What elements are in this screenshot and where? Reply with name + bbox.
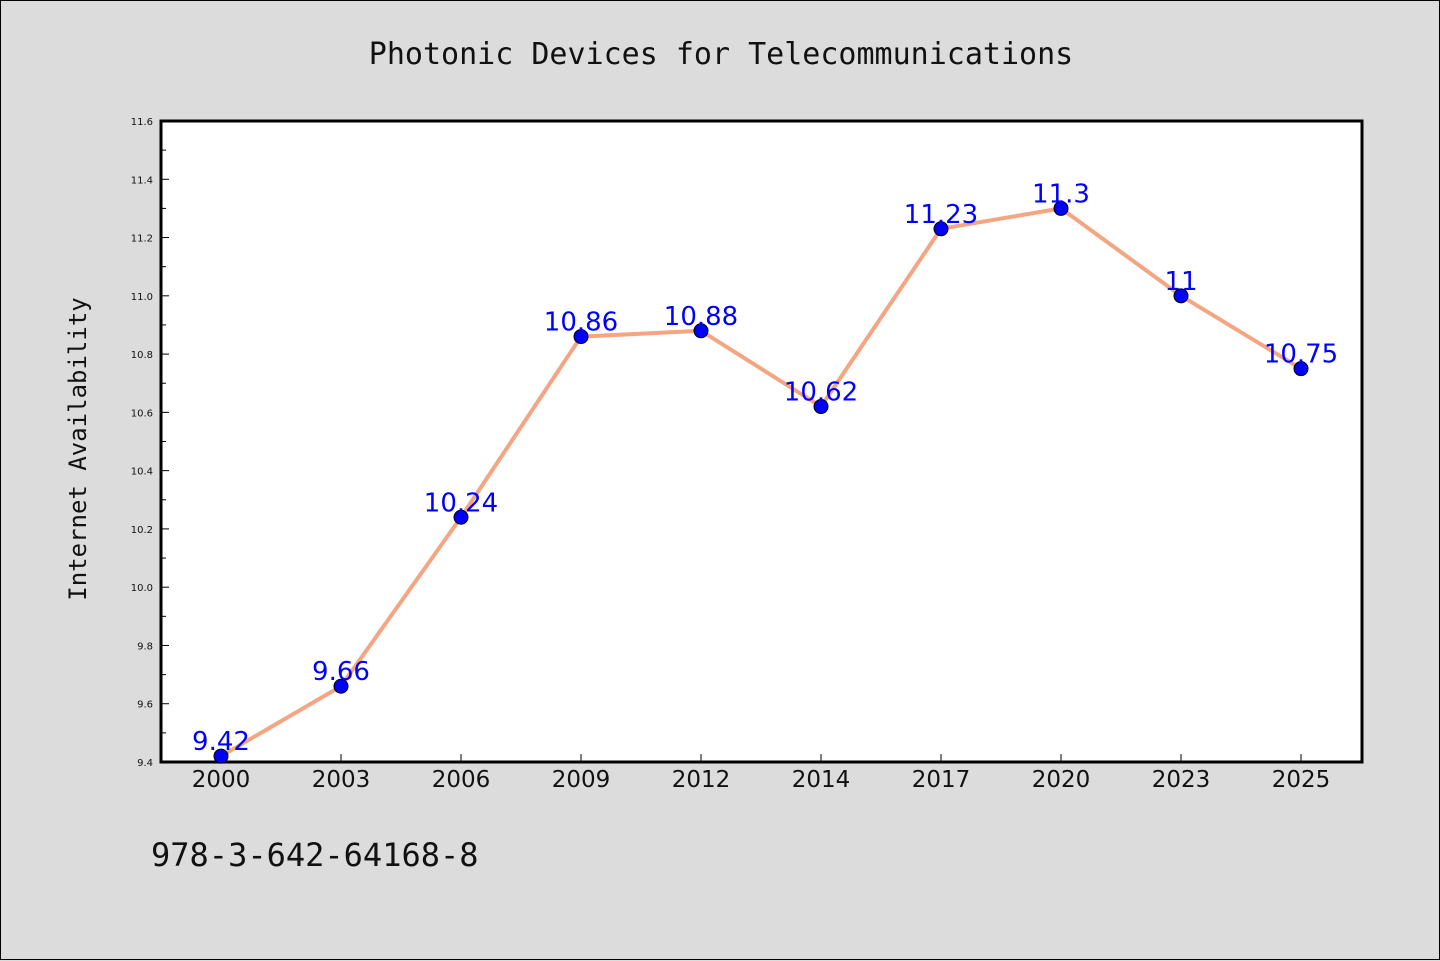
series-line [219,206,1303,759]
data-label: 10.88 [664,302,738,332]
chart-title: Photonic Devices for Telecommunications [369,37,1073,72]
y-tick-label: 11.2 [131,234,153,245]
data-point [1053,200,1069,216]
y-tick-label: 11.4 [131,175,153,186]
y-tick-label: 10.6 [131,408,153,419]
data-point [213,748,229,764]
y-tick-label: 10.4 [131,467,153,478]
x-tick-label: 2025 [1272,767,1331,793]
y-tick-label: 10.8 [131,350,153,361]
data-point [573,329,589,345]
data-label: 9.42 [192,727,250,757]
y-tick-label: 10.0 [131,583,153,594]
data-point [933,221,949,237]
data-point [693,323,709,339]
data-label: 11.23 [904,200,978,230]
x-tick-label: 2009 [552,767,611,793]
data-label: 10.24 [424,488,498,518]
y-tick-label: 9.8 [137,641,153,652]
data-label: 10.62 [784,378,858,408]
data-label: 9.66 [312,657,370,687]
y-axis: 9.4 9.6 9.8 10.0 10.2 10.4 10.6 10.8 11.0 11.2 11.… [131,117,169,769]
x-tick-label: 2012 [672,767,731,793]
series-line-group: 9.42 9.66 10.24 10.86 10.88 10.62 11.23 11.3 11 1… [192,179,1338,764]
x-tick-label: 2020 [1032,767,1091,793]
y-tick-label: 9.6 [137,700,153,711]
data-point [1173,288,1189,304]
y-axis-label: Internet Availability [64,297,92,600]
x-tick-label: 2017 [912,767,971,793]
footer-isbn: 978-3-642-64168-8 [151,836,479,874]
data-label: 11 [1164,267,1197,297]
x-tick-label: 2014 [792,767,851,793]
y-tick-label: 10.2 [131,525,153,536]
data-label: 11.3 [1032,179,1090,209]
x-tick-label: 2006 [432,767,491,793]
data-point [333,678,349,694]
x-tick-label: 2003 [312,767,371,793]
y-tick-label: 11.0 [131,292,153,303]
data-label: 10.75 [1264,340,1338,370]
data-point [813,399,829,415]
x-tick-label: 2023 [1152,767,1211,793]
y-tick-label: 11.6 [131,117,153,128]
data-point [453,509,469,525]
data-label: 10.86 [544,308,618,338]
x-axis: 2000 2003 2006 2009 2012 2014 2017 2020 2023 2025 [192,754,1331,793]
x-tick-label: 2000 [192,767,251,793]
data-point [1293,361,1309,377]
y-tick-label: 9.4 [137,758,153,769]
